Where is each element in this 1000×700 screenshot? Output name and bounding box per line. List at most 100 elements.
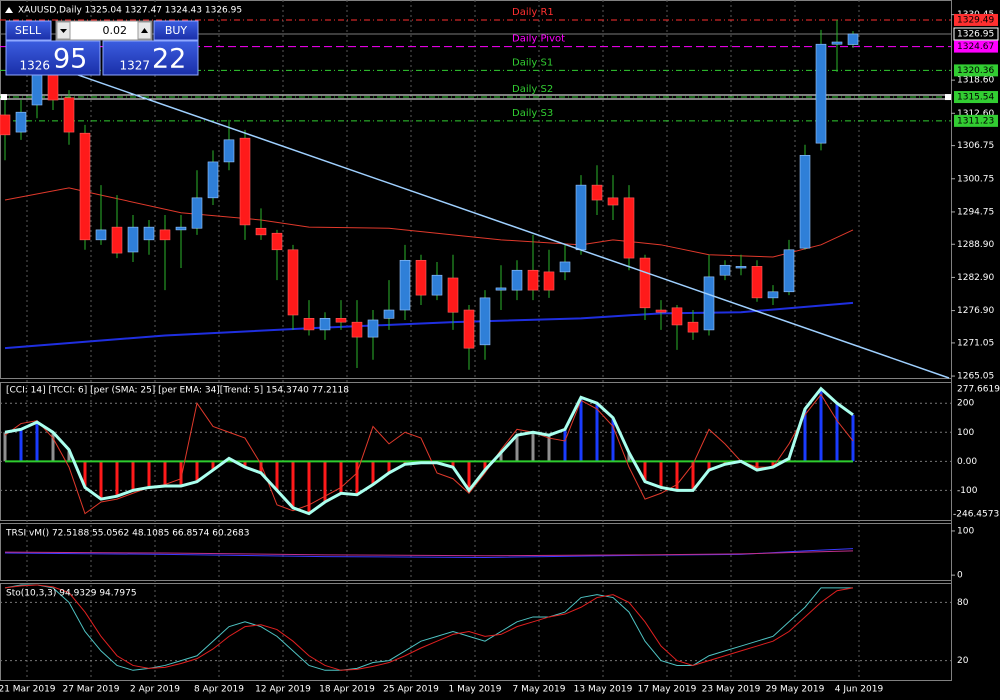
y-tick-label: 1288.90: [957, 240, 994, 250]
time-label: 23 May 2019: [702, 685, 761, 695]
candle-body: [815, 43, 827, 144]
buy-label: BUY: [165, 24, 188, 37]
candle-body: [175, 226, 187, 231]
candle-body: [527, 269, 539, 291]
candle-body: [159, 229, 171, 241]
arrow-up: [141, 28, 148, 33]
bid-tag-label: 1326.95: [957, 29, 994, 39]
pivot-tag: [954, 40, 998, 53]
sto-line: [4, 584, 853, 671]
pivot-name: Daily S3: [512, 108, 553, 119]
pivot-tag-label: 1311.23: [957, 116, 994, 126]
trsi-tick-label: 100: [957, 526, 974, 536]
hline-handle[interactable]: [945, 94, 951, 101]
candle-body: [623, 197, 635, 259]
hline-handle[interactable]: [1, 94, 7, 101]
candle-body: [719, 264, 731, 276]
candle-body: [79, 132, 91, 241]
buy-button[interactable]: [153, 20, 199, 41]
candle-body: [303, 318, 315, 331]
y-tick-label: 1265.05: [957, 372, 994, 382]
candle-body: [783, 249, 795, 293]
sell-label: SELL: [15, 24, 42, 37]
bid-pips: 95: [53, 44, 87, 75]
cci-max: 277.6619: [957, 385, 1000, 395]
candle-body: [591, 184, 603, 201]
time-label: 2 Apr 2019: [130, 685, 180, 695]
candle-body: [559, 261, 571, 273]
tcci-line: [4, 393, 854, 515]
trendline: [68, 71, 950, 379]
candle-body: [687, 321, 699, 333]
candle-body: [31, 74, 43, 106]
collapse-arrow: [5, 7, 13, 13]
candle-body: [415, 259, 427, 296]
candle-body: [335, 318, 347, 323]
candle-body: [191, 197, 203, 229]
candle-body: [463, 309, 475, 349]
candle-body: [847, 33, 859, 45]
ask-box[interactable]: [102, 40, 199, 76]
y-tick-label: 1276.90: [957, 306, 994, 316]
sto-title: Sto(10,3,3) 94.9329 94.7975: [6, 589, 137, 599]
sell-button[interactable]: [5, 20, 52, 41]
candle-body: [143, 226, 155, 241]
pivot-name: Daily Pivot: [512, 34, 565, 45]
cci-line: [4, 386, 854, 516]
candle-body: [831, 41, 843, 45]
candle-body: [63, 97, 75, 133]
y-tick-label: 1318.60: [957, 76, 994, 86]
candle-body: [543, 271, 555, 291]
trsi-title: TRSI vM() 72.5188 55.0562 48.1085 66.857…: [5, 529, 249, 539]
candle-body: [111, 226, 123, 254]
candle-body: [239, 137, 251, 226]
lot-field[interactable]: [55, 20, 153, 41]
candle-body: [127, 226, 139, 253]
candle-body: [655, 309, 667, 313]
candle-body: [287, 249, 299, 316]
candle-body: [399, 259, 411, 311]
y-tick-label: 1294.75: [957, 207, 994, 217]
bid-tag: [953, 27, 999, 41]
y-tick-label: 1306.75: [957, 141, 994, 151]
ask-main: 1327: [119, 59, 150, 73]
candle-body: [495, 287, 507, 291]
candle-body: [383, 309, 395, 319]
time-label: 29 May 2019: [766, 685, 825, 695]
cci-tick-label: -100: [957, 486, 978, 496]
time-label: 25 Apr 2019: [383, 685, 439, 695]
pivot-name: Daily S2: [512, 84, 553, 95]
trsi-line: [4, 550, 854, 557]
candle-body: [751, 266, 763, 299]
pivot-tag: [954, 64, 998, 77]
candle-body: [703, 276, 715, 331]
pivot-tag-label: 1329.49: [957, 15, 994, 25]
pivot-tag-label: 1324.67: [957, 42, 994, 52]
time-label: 18 Apr 2019: [319, 685, 375, 695]
trsi-line: [4, 548, 854, 558]
panel-frame: [0, 583, 952, 681]
pivot-tag-label: 1315.54: [957, 93, 994, 103]
pivot-tag-label: 1320.36: [957, 66, 994, 76]
y-tick-label: 1271.05: [957, 338, 994, 348]
cci-tick-label: 200: [957, 399, 974, 409]
candle-body: [607, 197, 619, 206]
sto-line: [4, 584, 854, 671]
cci-min: -246.4573: [953, 510, 999, 520]
sto-tick-label: 80: [957, 598, 969, 608]
candle-body: [447, 277, 459, 313]
bid-box[interactable]: [5, 40, 101, 76]
candle-body: [207, 161, 219, 199]
one-click-panel: SELL 0.02 BUY 1326 95 1327 22: [5, 20, 199, 76]
time-label: 13 May 2019: [574, 685, 633, 695]
candle-body: [767, 291, 779, 299]
candle-body: [479, 297, 491, 346]
cci-tick-label: 100: [957, 428, 974, 438]
bid-main: 1326: [19, 59, 50, 73]
candle-body: [223, 139, 235, 163]
candle-body: [367, 319, 379, 338]
candle-body: [511, 269, 523, 291]
cci-title: [CCI: 14] [TCCI: 6] [per (SMA: 25] [per …: [6, 386, 349, 396]
ask-pips: 22: [152, 44, 186, 75]
